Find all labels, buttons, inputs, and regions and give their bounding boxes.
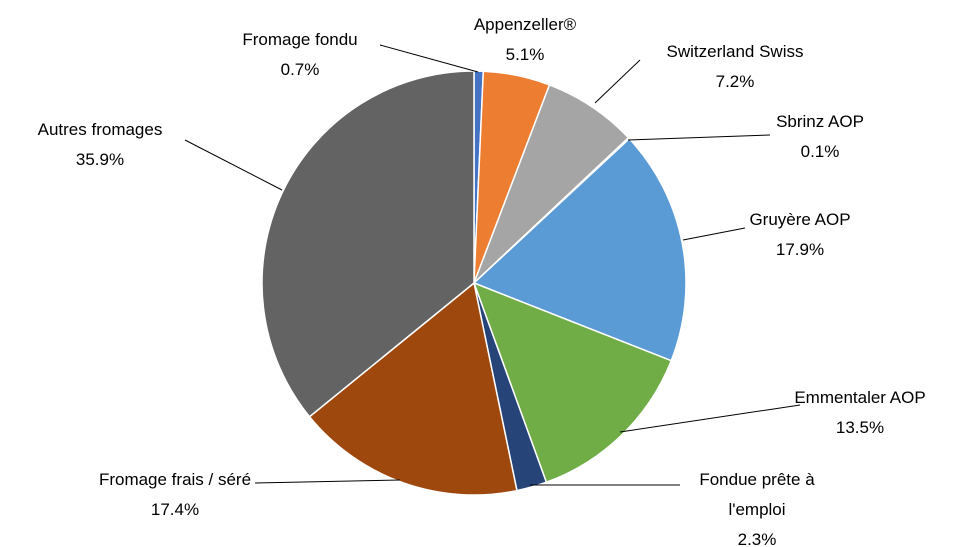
data-label: Autres fromages 35.9% [0, 115, 200, 175]
data-label: Switzerland Swiss 7.2% [635, 37, 835, 97]
category-label: Fondue prête à l'emploi [699, 470, 815, 519]
value-label: 17.9% [775, 240, 825, 259]
category-label: Autres fromages [37, 120, 163, 139]
value-label: 35.9% [75, 150, 125, 169]
data-label: Sbrinz AOP 0.1% [720, 107, 920, 167]
category-label: Appenzeller® [473, 15, 577, 34]
leader-line [254, 479, 401, 484]
data-label: Gruyère AOP 17.9% [700, 205, 900, 265]
pie-slice [472, 281, 673, 484]
category-label: Fromage frais / séré [98, 470, 252, 489]
category-label: Switzerland Swiss [666, 42, 804, 61]
category-label: Sbrinz AOP [776, 112, 864, 131]
category-label: Gruyère AOP [749, 210, 851, 229]
pie-slice [308, 281, 518, 496]
data-label: Appenzeller® 5.1% [425, 10, 625, 70]
value-label: 2.3% [737, 530, 777, 547]
leader-line [627, 134, 771, 141]
category-label: Emmentaler AOP [794, 388, 926, 407]
data-label: Emmentaler AOP 13.5% [760, 383, 960, 443]
leader-line [184, 139, 283, 191]
value-label: 17.4% [150, 500, 200, 519]
leader-line [594, 59, 641, 104]
value-label: 13.5% [835, 418, 885, 437]
data-label: Fondue prête à l'emploi 2.3% [677, 465, 837, 547]
value-label: 5.1% [505, 45, 545, 64]
value-label: 7.2% [715, 72, 755, 91]
pie-slice [472, 137, 687, 362]
category-label: Fromage fondu [242, 30, 358, 49]
leader-line [619, 404, 801, 433]
value-label: 0.7% [280, 60, 320, 79]
pie-slice [261, 70, 475, 418]
data-label: Fromage frais / séré 17.4% [95, 465, 255, 525]
data-label: Fromage fondu 0.7% [200, 25, 400, 85]
value-label: 0.1% [800, 142, 840, 161]
leader-line [379, 44, 479, 73]
leader-line [682, 227, 746, 241]
